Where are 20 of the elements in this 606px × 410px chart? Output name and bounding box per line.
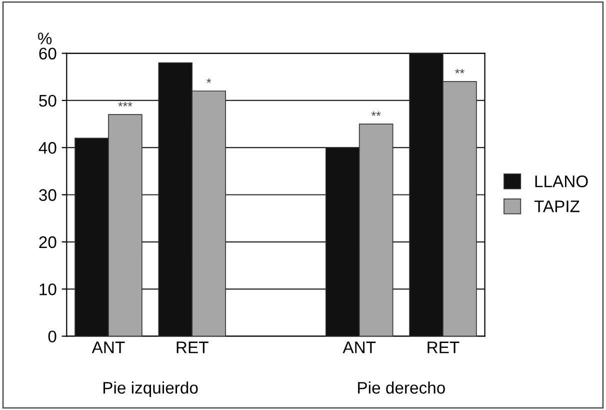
y-tick-label: 60 [39,48,56,60]
y-tick-label: 0 [48,330,56,342]
data-label: *** [118,102,132,106]
text: Pie izquierdo [103,381,198,397]
y-tick-label: 30 [39,189,56,201]
legend-label: LLANO [535,175,588,188]
x-tick-label: ANT [342,342,376,354]
x-tick-label: ANT [92,342,125,354]
x-tick-label: RET [176,342,208,354]
y-tick-label: 10 [40,283,56,296]
text: Pie derecho [358,381,445,394]
x-tick-label: RET [428,342,460,354]
y-tick-label: 40 [38,142,56,154]
y-tick-label: 50 [39,94,56,107]
y-axis-title: % [38,32,52,44]
data-label: ** [455,69,464,74]
legend-label: TAPIZ [534,200,580,212]
y-tick-label: 20 [39,236,56,248]
data-label: ** [371,111,381,116]
data-label: * [206,78,212,83]
